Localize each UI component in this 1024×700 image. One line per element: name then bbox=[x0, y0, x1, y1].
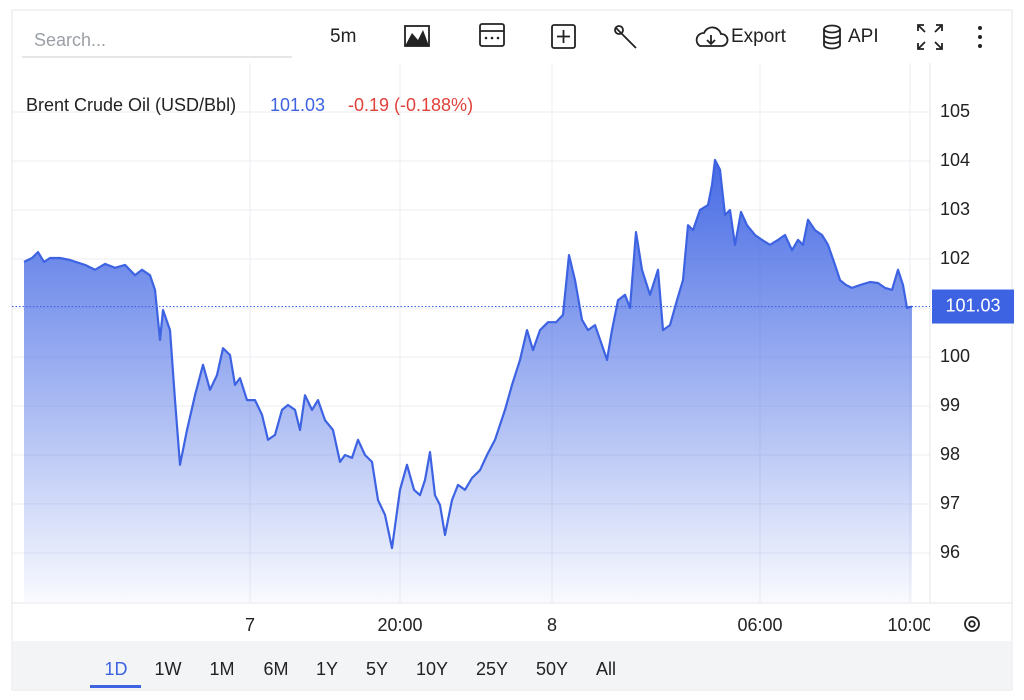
price-line bbox=[23, 158, 913, 550]
y-tick-label: 100 bbox=[940, 346, 970, 366]
x-tick-label: 7 bbox=[245, 615, 255, 635]
range-button[interactable]: 1Y bbox=[316, 659, 338, 679]
range-button[interactable]: 1D bbox=[104, 659, 127, 679]
range-button[interactable]: All bbox=[596, 659, 616, 679]
y-tick-label: 102 bbox=[940, 248, 970, 268]
api-label[interactable]: API bbox=[848, 26, 879, 47]
api-button[interactable]: API bbox=[823, 24, 879, 50]
add-indicator-icon[interactable] bbox=[551, 24, 576, 49]
y-tick-label: 104 bbox=[940, 150, 970, 170]
tools-icon[interactable] bbox=[614, 25, 637, 49]
y-tick-label: 96 bbox=[940, 542, 960, 562]
calendar-icon[interactable] bbox=[479, 23, 505, 47]
area-fill bbox=[24, 160, 912, 602]
range-button[interactable]: 5Y bbox=[366, 659, 388, 679]
y-tick-label: 98 bbox=[940, 444, 960, 464]
range-button[interactable]: 1W bbox=[155, 659, 182, 679]
range-bar bbox=[13, 641, 1011, 689]
range-button[interactable]: 10Y bbox=[416, 659, 448, 679]
series-title: Brent Crude Oil (USD/Bbl) bbox=[26, 95, 236, 115]
x-tick-labels: 7 20:00 8 06:00 10:00 bbox=[245, 615, 932, 635]
chart-type-icon[interactable] bbox=[404, 25, 430, 47]
range-button[interactable]: 50Y bbox=[536, 659, 568, 679]
search-input[interactable]: Search... bbox=[34, 30, 106, 50]
interval-button[interactable]: 5m bbox=[330, 26, 356, 47]
range-buttons: 1D 1W 1M 6M 1Y 5Y 10Y 25Y 50Y All bbox=[90, 659, 616, 688]
range-button[interactable]: 1M bbox=[209, 659, 234, 679]
y-tick-label: 105 bbox=[940, 101, 970, 121]
x-tick-label: 20:00 bbox=[377, 615, 422, 635]
x-tick-label: 8 bbox=[547, 615, 557, 635]
export-button[interactable]: Export bbox=[695, 26, 787, 47]
range-button[interactable]: 25Y bbox=[476, 659, 508, 679]
y-tick-label: 99 bbox=[940, 395, 960, 415]
change-label: -0.19 (-0.188%) bbox=[348, 95, 473, 115]
x-tick-label: 10:00 bbox=[887, 615, 932, 635]
toolbar: Search... 5m Export API bbox=[22, 23, 982, 58]
x-tick-label: 06:00 bbox=[737, 615, 782, 635]
last-price-label: 101.03 bbox=[945, 295, 1000, 315]
last-value: 101.03 bbox=[270, 95, 325, 115]
plot-area bbox=[12, 63, 1012, 604]
y-tick-label: 103 bbox=[940, 199, 970, 219]
last-price-badge bbox=[932, 289, 1014, 324]
range-button[interactable]: 6M bbox=[263, 659, 288, 679]
export-label[interactable]: Export bbox=[731, 26, 787, 47]
fullscreen-icon[interactable] bbox=[917, 24, 943, 50]
active-range-indicator bbox=[90, 685, 141, 688]
menu-icon[interactable] bbox=[978, 26, 982, 48]
settings-icon[interactable] bbox=[964, 616, 980, 632]
y-tick-label: 97 bbox=[940, 493, 960, 513]
